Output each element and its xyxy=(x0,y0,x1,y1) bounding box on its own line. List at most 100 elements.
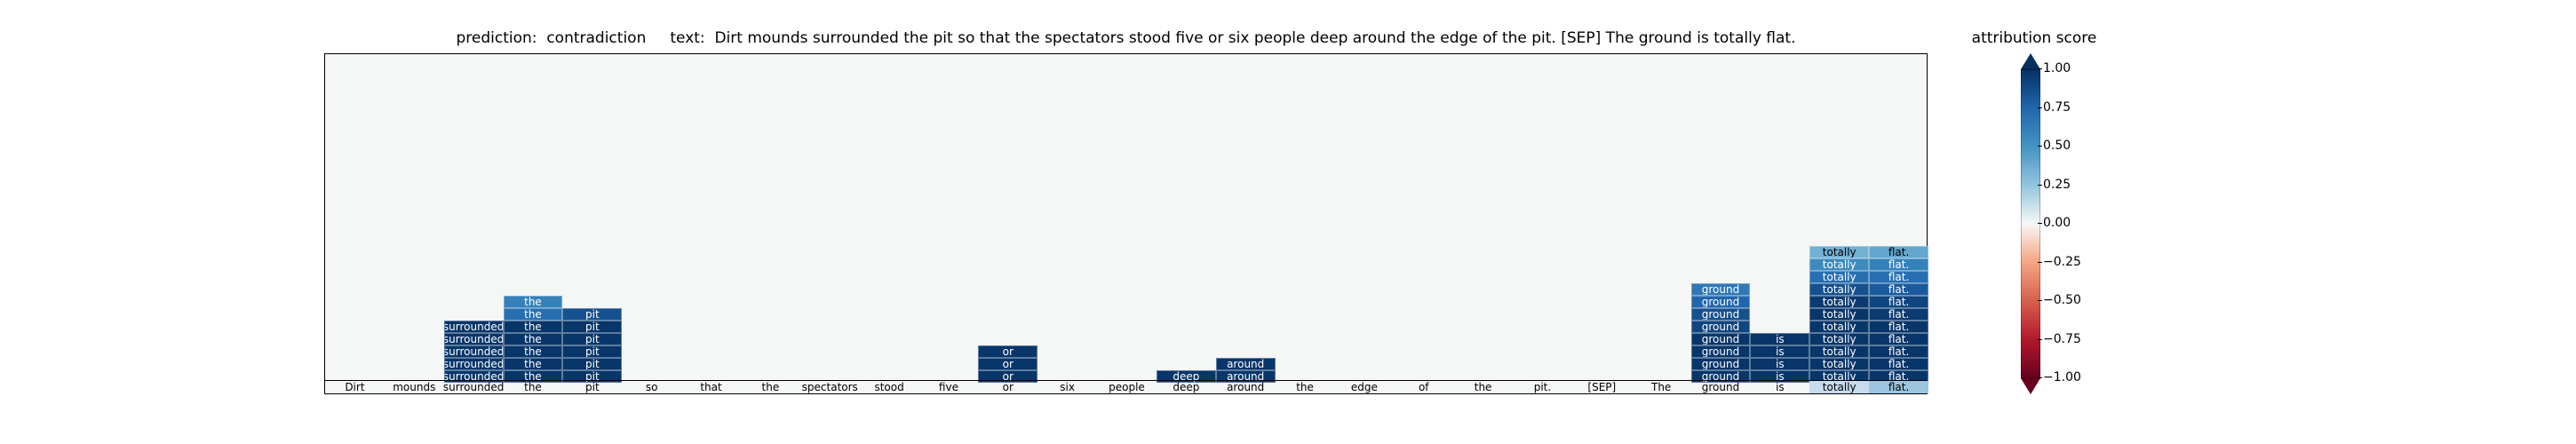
heatmap-cell: deep xyxy=(1156,370,1216,383)
heatmap-cell: pit xyxy=(562,370,623,383)
token-label: or xyxy=(1002,381,1014,393)
token-label: is xyxy=(1776,381,1785,393)
heatmap-cell: flat. xyxy=(1869,333,1928,345)
heatmap-cell: is xyxy=(1750,333,1810,345)
colorbar-gradient xyxy=(2021,68,2040,379)
heatmap-cell: ground xyxy=(1690,283,1751,296)
heatmap-cell: totally xyxy=(1809,358,1870,370)
token-label: the xyxy=(524,381,542,393)
colorbar-top-arrow xyxy=(2021,53,2040,69)
heatmap-cell: or xyxy=(978,370,1038,383)
heatmap-cell: totally xyxy=(1809,296,1870,308)
heatmap-cell: pit xyxy=(562,333,623,345)
colorbar-tick-label: 1.00 xyxy=(2037,61,2071,75)
heatmap-cell: the xyxy=(503,321,563,333)
heatmap-cell: flat. xyxy=(1869,358,1928,370)
heatmap-cell: pit xyxy=(562,308,623,321)
heatmap-cell: ground xyxy=(1690,358,1751,370)
token-label: edge xyxy=(1350,381,1378,393)
heatmap-cell: pit xyxy=(562,321,623,333)
heatmap-cell: ground xyxy=(1690,308,1751,321)
token-label: ground xyxy=(1701,381,1740,393)
token-label: pit xyxy=(585,381,600,393)
heatmap-cell: totally xyxy=(1809,258,1870,271)
token-label: people xyxy=(1109,381,1145,393)
heatmap-cell: flat. xyxy=(1869,258,1928,271)
heatmap-cell: surrounded xyxy=(443,370,504,383)
colorbar-tick-label: −1.00 xyxy=(2038,370,2081,385)
heatmap-cell: flat. xyxy=(1869,321,1928,333)
heatmap-cell: flat. xyxy=(1869,345,1928,358)
heatmap-cell: pit xyxy=(562,345,623,358)
colorbar-tick-label: 0.25 xyxy=(2037,177,2071,192)
token-baseline-row: Dirt mounds surrounded the pit so that the spect… xyxy=(325,380,1928,393)
heatmap-cell: surrounded xyxy=(443,345,504,358)
heatmap-cell: flat. xyxy=(1869,246,1928,258)
token-label: pit. xyxy=(1533,381,1552,393)
token-label: so xyxy=(645,381,658,393)
heatmap-cell: is xyxy=(1750,370,1810,383)
token-label: surrounded xyxy=(442,381,505,393)
heatmap-cell: totally xyxy=(1809,345,1870,358)
heatmap-cell: ground xyxy=(1690,345,1751,358)
token-label: six xyxy=(1060,381,1075,393)
token-label: The xyxy=(1650,381,1672,393)
heatmap-cell: the xyxy=(503,333,563,345)
colorbar-tick-label: −0.75 xyxy=(2038,331,2081,346)
heatmap-cell: the xyxy=(503,296,563,308)
heatmap-cell: totally xyxy=(1809,321,1870,333)
token-label: of xyxy=(1418,381,1429,393)
heatmap-cell: flat. xyxy=(1869,296,1928,308)
heatmap-cell: the xyxy=(503,308,563,321)
heatmap-cell: the xyxy=(503,345,563,358)
colorbar-label: attribution score xyxy=(1971,29,2097,47)
token-label: Dirt xyxy=(345,381,365,393)
heatmap-cell: totally xyxy=(1809,283,1870,296)
heatmap-cell: pit xyxy=(562,358,623,370)
heatmap-cell: surrounded xyxy=(443,333,504,345)
heatmap-cell: ground xyxy=(1690,321,1751,333)
token-label: around xyxy=(1227,381,1265,393)
heatmap-cell: or xyxy=(978,358,1038,370)
heatmap-cell: is xyxy=(1750,358,1810,370)
token-label: deep xyxy=(1173,381,1200,393)
token-label: the xyxy=(761,381,780,393)
token-label: totally xyxy=(1809,381,1870,393)
colorbar-tick-label: 0.00 xyxy=(2037,216,2071,230)
heatmap-cell: around xyxy=(1215,358,1276,370)
colorbar-tick-label: 0.75 xyxy=(2037,99,2071,115)
heatmap-cell: the xyxy=(503,358,563,370)
heatmap-cell: ground xyxy=(1690,333,1751,345)
token-label: mounds xyxy=(393,381,436,393)
heatmap-cell: flat. xyxy=(1869,271,1928,283)
chart-title: prediction: contradiction text: Dirt mou… xyxy=(456,29,1796,47)
token-label: that xyxy=(700,381,722,393)
token-label: flat. xyxy=(1869,381,1928,393)
colorbar-tick-label: −0.50 xyxy=(2038,293,2081,307)
heatmap-cell: totally xyxy=(1809,271,1870,283)
heatmap-cell: ground xyxy=(1690,296,1751,308)
heatmap-cell: ground xyxy=(1690,370,1751,383)
heatmap-cell: totally xyxy=(1809,308,1870,321)
heatmap-cell: totally xyxy=(1809,246,1870,258)
token-label: spectators xyxy=(801,381,858,393)
heatmap-cells: surrounded surrounded surrounded surrounded… xyxy=(325,54,1928,393)
token-label: the xyxy=(1474,381,1492,393)
heatmap-cell: totally xyxy=(1809,333,1870,345)
heatmap-cell: surrounded xyxy=(443,321,504,333)
colorbar-tick-label: 0.50 xyxy=(2037,139,2071,153)
heatmap-cell: around xyxy=(1215,370,1276,383)
token-label: stood xyxy=(874,381,904,393)
token-label: five xyxy=(938,381,958,393)
heatmap-cell: flat. xyxy=(1869,308,1928,321)
heatmap-cell: flat. xyxy=(1869,283,1928,296)
heatmap-cell: the xyxy=(503,370,563,383)
colorbar-bottom-arrow xyxy=(2021,378,2040,394)
colorbar xyxy=(2021,53,2040,394)
token-label: [SEP] xyxy=(1587,381,1617,393)
heatmap-cell: surrounded xyxy=(443,358,504,370)
heatmap-plot-area: surrounded surrounded surrounded surrounded… xyxy=(324,53,1928,394)
colorbar-tick-label: −0.25 xyxy=(2038,254,2081,269)
heatmap-cell: totally xyxy=(1809,370,1870,383)
heatmap-cell: or xyxy=(978,345,1038,358)
